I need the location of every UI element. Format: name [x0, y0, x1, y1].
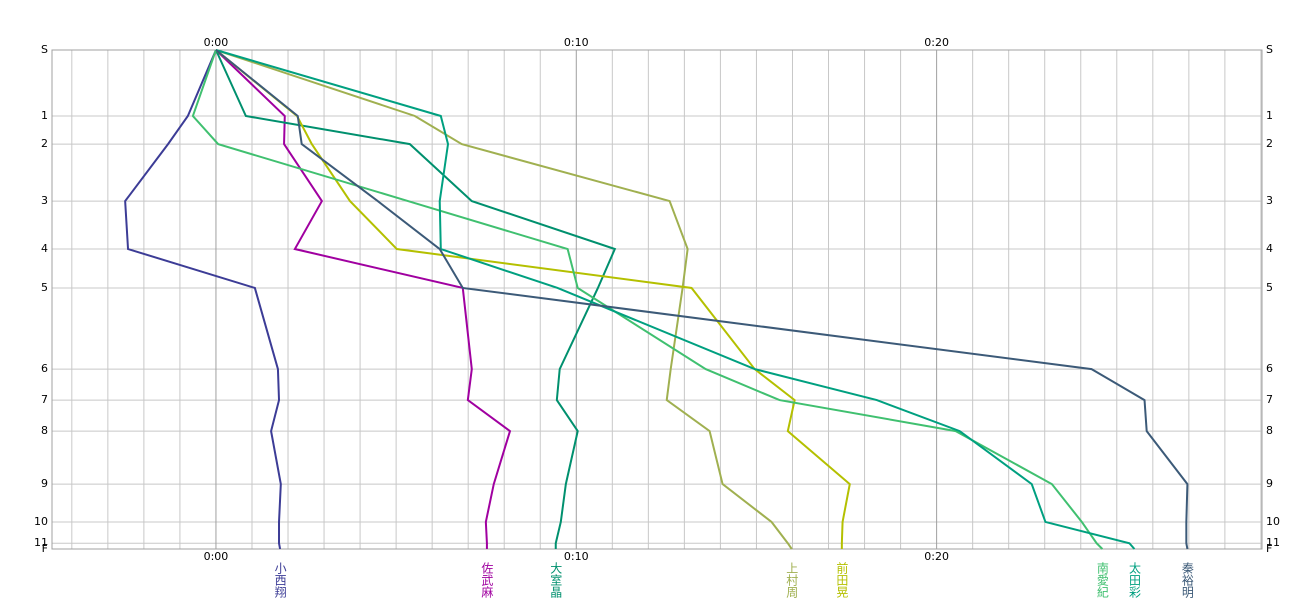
series-line	[215, 49, 793, 550]
y-tick-label: 2	[41, 137, 48, 150]
y-tick-label: 8	[1266, 424, 1273, 437]
y-tick-label: 10	[1266, 515, 1280, 528]
x-tick-label: 0:10	[564, 550, 589, 563]
legend-label: 秦裕明	[1180, 562, 1194, 599]
y-tick-label: 3	[1266, 194, 1273, 207]
y-tick-label: F	[1266, 542, 1272, 555]
series-line	[215, 49, 617, 549]
y-tick-label: S	[41, 43, 48, 56]
legend-label: 上村周	[785, 562, 799, 599]
y-tick-label: 5	[41, 281, 48, 294]
x-tick-label: 0:00	[204, 550, 229, 563]
y-tick-label: 6	[41, 362, 48, 375]
y-tick-label: 7	[41, 393, 48, 406]
y-tick-label: 2	[1266, 137, 1273, 150]
y-tick-label: S	[1266, 43, 1273, 56]
y-tick-label: 4	[1266, 242, 1273, 255]
y-tick-label: 4	[41, 242, 48, 255]
series-line	[215, 49, 512, 549]
y-tick-label: 3	[41, 194, 48, 207]
series-line	[124, 49, 282, 550]
legend-label: 前田晃	[835, 561, 849, 598]
y-tick-label: 1	[1266, 109, 1273, 122]
y-tick-label: 8	[41, 424, 48, 437]
legend-label: 太田彩	[1127, 561, 1141, 598]
series-line	[191, 49, 1104, 550]
y-tick-label: 9	[1266, 477, 1273, 490]
plot-frame	[51, 49, 1263, 550]
y-tick-label: 10	[34, 515, 48, 528]
y-tick-label: F	[42, 542, 48, 555]
y-tick-label: 11	[34, 536, 48, 549]
legend-label: 大室晶	[549, 562, 563, 599]
x-tick-label: 0:20	[924, 36, 949, 49]
x-tick-label: 0:10	[564, 36, 589, 49]
series-line	[215, 49, 1136, 550]
y-tick-label: 11	[1266, 536, 1280, 549]
y-tick-label: 7	[1266, 393, 1273, 406]
x-tick-label: 0:00	[204, 36, 229, 49]
y-tick-label: 1	[41, 109, 48, 122]
y-tick-label: 5	[1266, 281, 1273, 294]
series-line	[215, 49, 1189, 550]
x-tick-label: 0:20	[924, 550, 949, 563]
legend-label: 小西翔	[273, 562, 287, 599]
legend-label: 南愛紀	[1095, 561, 1109, 598]
series-line	[215, 49, 851, 549]
y-tick-label: 6	[1266, 362, 1273, 375]
y-tick-label: 9	[41, 477, 48, 490]
legend-label: 佐武麻	[480, 562, 494, 598]
